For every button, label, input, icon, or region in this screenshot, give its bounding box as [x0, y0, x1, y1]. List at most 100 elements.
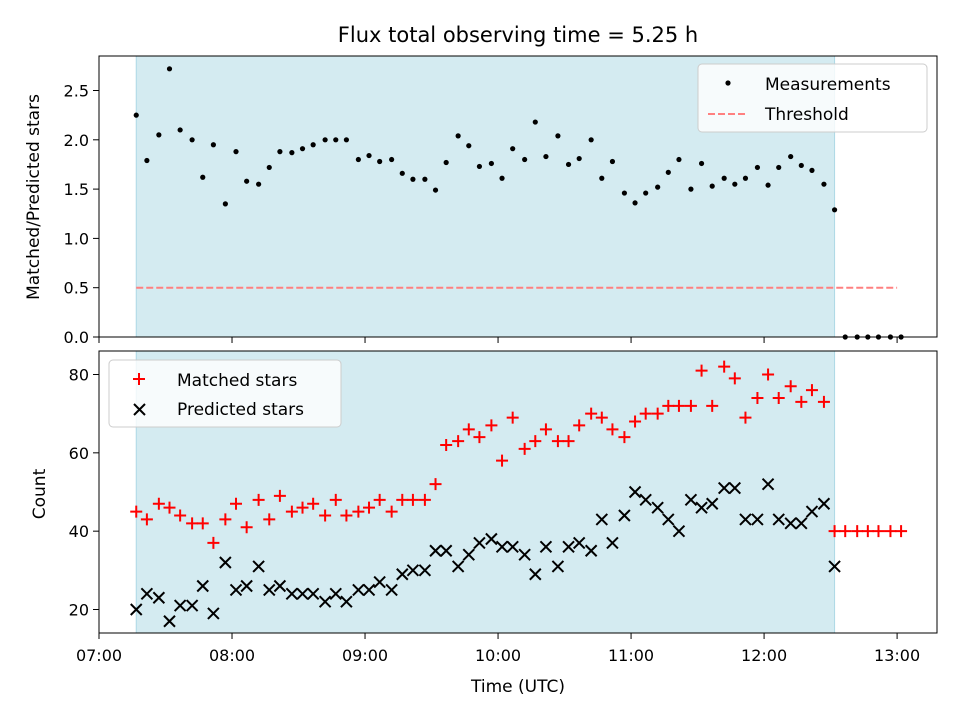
measurement-point: [609, 158, 616, 165]
predicted-star-point: [584, 544, 598, 557]
matched-star-point: [529, 435, 542, 448]
matched-star-point: [452, 435, 465, 448]
measurement-point: [210, 142, 216, 148]
matched-star-point: [340, 509, 353, 522]
x-tick-label: 10:00: [475, 646, 521, 665]
top-x-axis-ticks: [98, 337, 898, 343]
measurement-point: [443, 159, 449, 166]
x-tick-label: 13:00: [874, 646, 920, 665]
measurement-point: [455, 133, 461, 139]
bottom-panel: 20 40 60 80 07:00 08:00 09:00 10:00 11:00 12:00 1…: [30, 350, 938, 697]
matched-star-point: [140, 513, 153, 526]
predicted-star-point: [739, 513, 752, 526]
matched-star-point: [363, 501, 376, 514]
predicted-star-point: [529, 568, 542, 581]
measurement-point: [256, 181, 262, 187]
top-y-tick-label: 2.0: [64, 131, 89, 150]
predicted-star-point: [439, 544, 453, 557]
matched-star-point: [163, 501, 176, 514]
predicted-star-point: [396, 568, 409, 581]
matched-star-point: [429, 478, 442, 491]
matched-star-point: [263, 513, 276, 526]
predicted-star-point: [373, 575, 386, 589]
legend-threshold-label: Threshold: [764, 105, 849, 125]
matched-star-point: [219, 513, 232, 526]
measurement-point: [665, 169, 671, 175]
predicted-star-point: [451, 560, 465, 573]
predicted-star-point: [406, 564, 420, 577]
matched-star-point: [329, 493, 342, 506]
bottom-y-axis-ticks: 20 40 60 80: [69, 366, 99, 620]
matched-star-point: [795, 395, 808, 408]
bottom-x-axis-label: Time (UTC): [470, 677, 565, 697]
predicted-star-point: [672, 524, 686, 538]
predicted-star-point: [606, 536, 619, 550]
matched-star-point: [385, 505, 398, 518]
matched-star-point: [895, 525, 908, 538]
measurement-point: [277, 149, 283, 155]
matched-star-point: [573, 419, 586, 432]
predicted-star-point: [219, 556, 232, 569]
matched-star-point: [406, 493, 419, 506]
predicted-star-point: [485, 532, 498, 546]
measurement-point: [389, 156, 395, 163]
bottom-legend-box: [108, 359, 342, 428]
legend-matched-label: Matched stars: [177, 371, 297, 391]
predicted-star-point: [628, 485, 642, 499]
measurement-point: [333, 137, 339, 143]
matched-star-point: [872, 525, 885, 538]
matched-star-point: [839, 525, 852, 538]
measurement-point: [588, 137, 594, 143]
legend-predicted-label: Predicted stars: [177, 400, 304, 420]
predicted-star-point: [651, 501, 664, 514]
matched-star-point: [252, 493, 265, 506]
matched-star-point: [828, 525, 841, 538]
measurement-point: [144, 157, 150, 164]
measurement-point: [510, 146, 516, 152]
predicted-star-point: [285, 587, 299, 601]
measurement-point: [555, 133, 561, 139]
measurement-point: [355, 156, 361, 163]
bottom-y-tick-label: 20: [69, 601, 89, 620]
predicted-star-point: [684, 493, 698, 507]
predicted-star-point: [695, 501, 708, 514]
matched-star-point: [585, 407, 598, 420]
matched-star-point: [319, 509, 332, 522]
predicted-star-point: [805, 505, 819, 518]
measurement-point: [410, 176, 416, 182]
x-tick-label: 12:00: [741, 646, 787, 665]
measurement-point: [599, 175, 605, 181]
measurement-point: [476, 163, 483, 170]
matched-star-point: [196, 517, 209, 530]
predicted-star-point: [751, 513, 764, 526]
measurement-point: [299, 146, 306, 152]
top-plot-frame: [98, 55, 938, 338]
top-legend-box: [697, 63, 928, 133]
measurement-point: [765, 182, 771, 188]
matched-star-point: [152, 497, 165, 510]
matched-star-point: [539, 423, 552, 436]
top-y-tick-label: 1.0: [64, 229, 89, 248]
matched-star-point: [551, 435, 564, 448]
predicted-star-point: [185, 599, 199, 612]
predicted-star-point: [506, 540, 519, 554]
matched-star-point: [396, 493, 409, 506]
predicted-star-point: [152, 591, 166, 604]
predicted-star-point: [539, 540, 553, 554]
matched-star-point: [473, 431, 486, 444]
measurement-point: [532, 119, 538, 125]
bottom-legend: Matched stars Predicted stars: [108, 359, 342, 428]
matched-star-point: [672, 399, 685, 412]
predicted-star-point: [473, 536, 486, 550]
measurement-point: [366, 152, 372, 159]
predicted-star-point: [263, 583, 276, 597]
matched-star-point: [728, 372, 741, 385]
measurement-point: [754, 164, 761, 171]
matched-star-point: [418, 493, 431, 506]
measurement-point: [266, 164, 272, 171]
predicted-star-point: [306, 587, 320, 601]
predicted-star-point: [240, 579, 253, 593]
measurement-point: [732, 181, 738, 187]
matched-star-point: [285, 505, 298, 518]
predicted-star-point: [429, 544, 442, 557]
